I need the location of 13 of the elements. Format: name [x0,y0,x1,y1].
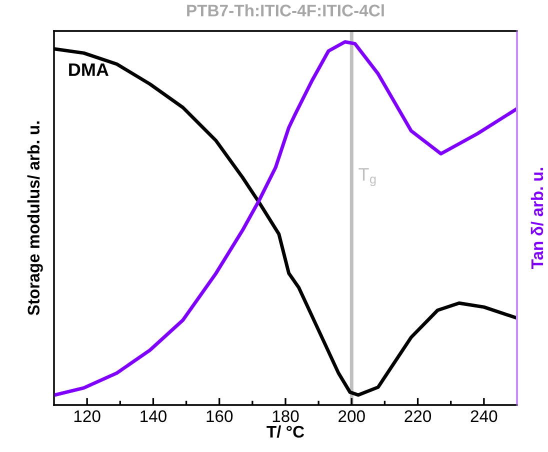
annotation: DMA [69,63,109,76]
x-tick-label: 200 [338,410,365,422]
chart-title: PTB7-Th:ITIC-4F:ITIC-4Cl [187,4,384,16]
x-tick-label: 180 [272,410,299,422]
x-tick-label: 220 [404,410,432,422]
ref-line-label: T$_{g}$ [358,168,376,186]
y-axis-title: Storage modulus/ arb. u. [27,121,43,316]
x-tick-label: 160 [206,410,233,422]
x-tick-label: 240 [470,410,498,422]
x-axis-title: T/ °C [266,425,304,438]
x-tick-label: 140 [140,410,166,422]
y2-axis-title: Tan δ/ arb. u. [530,168,544,270]
x-tick-label: 120 [74,410,100,422]
